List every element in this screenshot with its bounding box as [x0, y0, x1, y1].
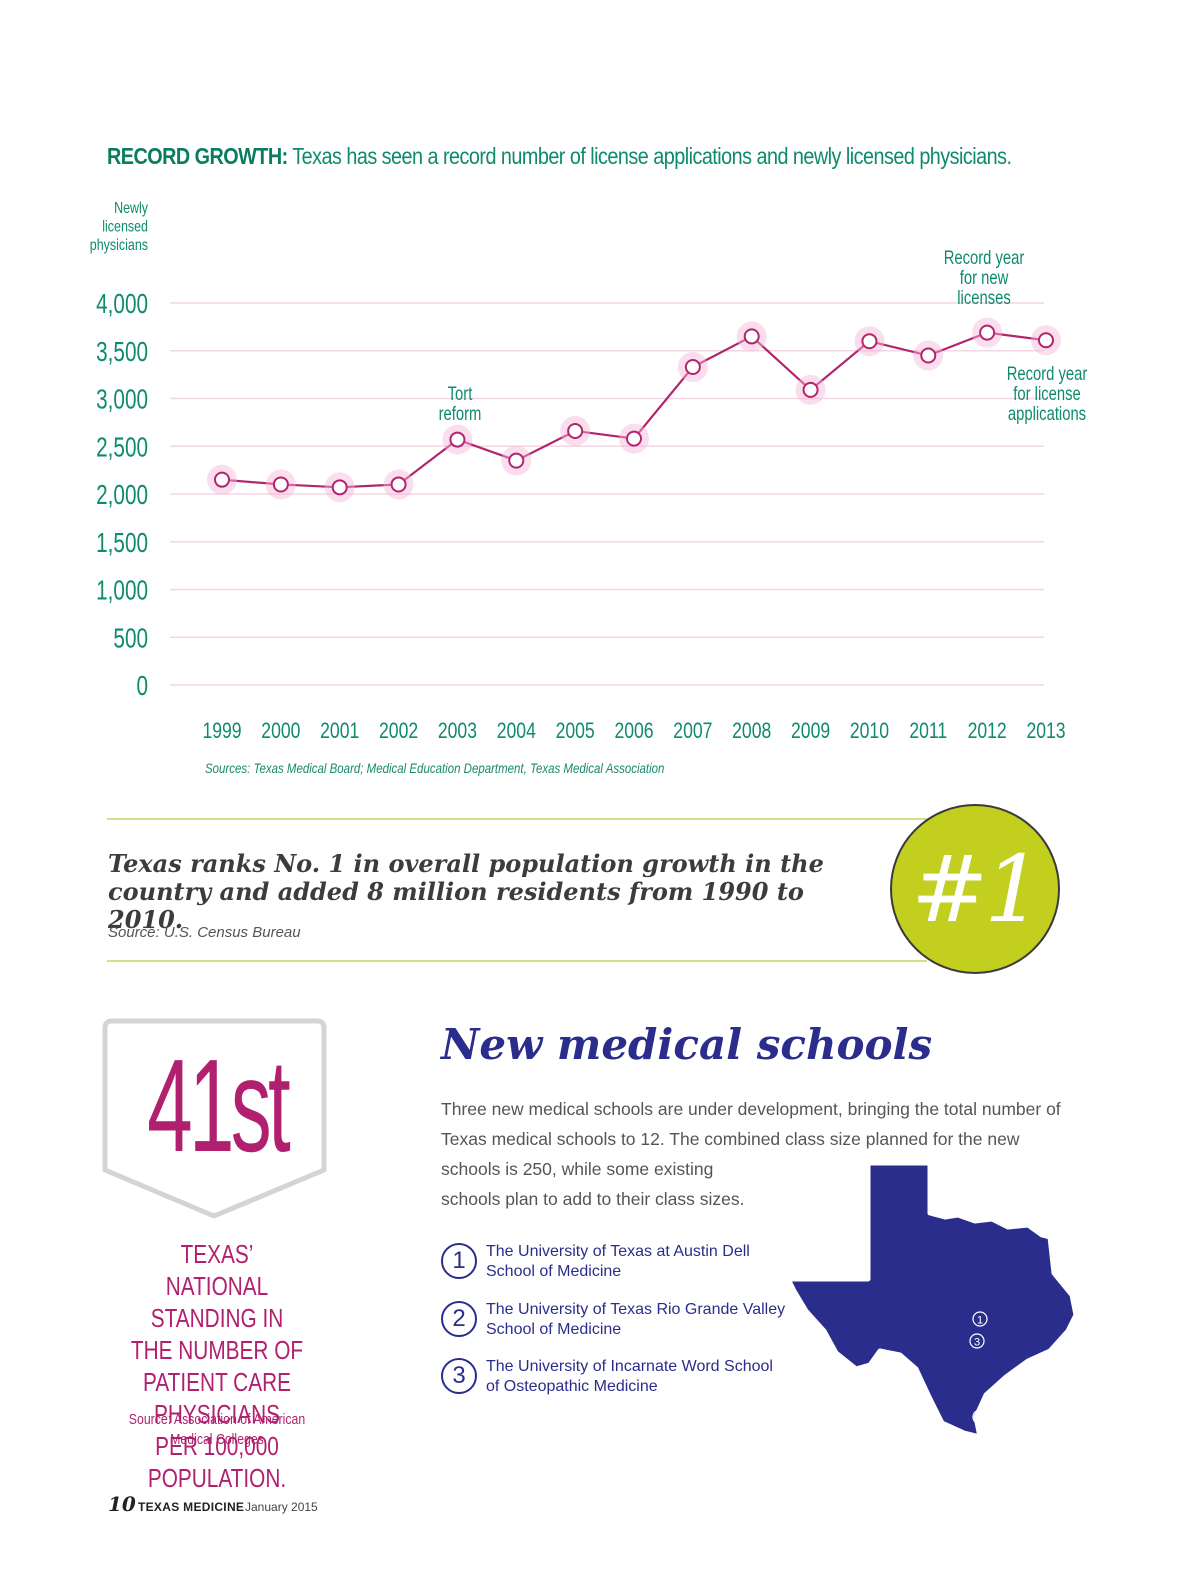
- y-tick-label: 2,500: [96, 432, 148, 463]
- schools-description-part1: Three new medical schools are under deve…: [441, 1099, 1061, 1149]
- chart-annotation: applications: [1008, 403, 1086, 424]
- data-point: [272, 476, 289, 493]
- data-point: [508, 452, 525, 469]
- map-marker-label: 2: [977, 1413, 983, 1425]
- data-point: [743, 328, 760, 345]
- school-number-badge: 3: [441, 1358, 477, 1394]
- x-tick-label: 2003: [438, 719, 477, 743]
- chart-title-lead: RECORD GROWTH:: [107, 143, 288, 169]
- y-tick-label: 4,000: [96, 289, 148, 320]
- school-number-badge: 1: [441, 1243, 477, 1279]
- shield-badge: [102, 1018, 327, 1219]
- data-point: [449, 431, 466, 448]
- school-list-item: 1 The University of Texas at Austin Dell…: [441, 1243, 781, 1287]
- y-tick-label: 2,000: [96, 480, 148, 511]
- national-rank: 41st: [147, 1032, 291, 1179]
- chart-annotation: licenses: [957, 287, 1010, 308]
- issue-date: January 2015: [245, 1500, 318, 1514]
- x-tick-label: 2008: [732, 719, 771, 743]
- y-axis-label: Newly: [114, 200, 149, 218]
- x-tick-label: 2001: [320, 719, 359, 743]
- chart-annotation: Record year: [944, 247, 1025, 268]
- data-point: [626, 430, 642, 447]
- number-one-badge: [890, 804, 1060, 974]
- map-marker-label: 1: [977, 1315, 983, 1327]
- data-point: [861, 333, 878, 350]
- y-tick-label: 3,000: [96, 385, 148, 416]
- texas-map: 1 3 2: [785, 1160, 1079, 1440]
- divider-bottom: [107, 960, 927, 962]
- magazine-name: TEXAS MEDICINE: [138, 1500, 245, 1514]
- chart-annotation: Tort: [448, 383, 473, 404]
- x-tick-label: 2010: [850, 719, 889, 743]
- x-tick-label: 2009: [791, 719, 830, 743]
- school-name: The University of Texas Rio Grande Valle…: [486, 1301, 786, 1338]
- y-axis-label: physicians: [90, 237, 148, 255]
- y-tick-label: 1,000: [96, 576, 148, 607]
- map-marker: 3: [969, 1333, 985, 1349]
- chart-sources: Sources: Texas Medical Board; Medical Ed…: [205, 760, 665, 776]
- chart-annotation: Record year: [1007, 363, 1088, 384]
- y-axis-label: licensed: [102, 218, 148, 236]
- x-tick-label: 2005: [556, 719, 595, 743]
- y-tick-label: 500: [113, 623, 148, 654]
- chart-annotation: for license: [1013, 383, 1080, 404]
- x-tick-label: 2000: [261, 719, 300, 743]
- standing-description: TEXAS’ NATIONAL STANDING IN THE NUMBER O…: [130, 1239, 304, 1493]
- y-tick-label: 1,500: [96, 528, 148, 559]
- data-point: [331, 479, 348, 496]
- x-tick-label: 2012: [968, 719, 1007, 743]
- page-number: 10: [108, 1492, 136, 1516]
- data-point: [979, 324, 996, 341]
- population-source: Source: U.S. Census Bureau: [108, 924, 301, 941]
- school-name: The University of Incarnate Word School …: [486, 1358, 773, 1395]
- x-tick-label: 2004: [497, 719, 536, 743]
- x-tick-label: 2002: [379, 719, 418, 743]
- chart-title: RECORD GROWTH: Texas has seen a record n…: [107, 143, 1012, 170]
- x-tick-label: 2007: [673, 719, 712, 743]
- chart-title-text: Texas has seen a record number of licens…: [287, 143, 1012, 169]
- map-marker: 2: [972, 1409, 988, 1425]
- y-tick-label: 3,500: [96, 337, 148, 368]
- data-point: [390, 476, 407, 493]
- x-tick-label: 2013: [1026, 719, 1065, 743]
- schools-title: New medical schools: [441, 1020, 933, 1069]
- schools-description-part2: schools is 250, while some existing scho…: [441, 1159, 745, 1209]
- school-list-item: 3 The University of Incarnate Word Schoo…: [441, 1358, 781, 1402]
- number-one-badge-text: #1: [911, 835, 1043, 943]
- x-tick-label: 1999: [202, 719, 241, 743]
- map-marker-label: 3: [974, 1337, 980, 1349]
- data-point: [567, 422, 584, 439]
- x-tick-label: 2006: [614, 719, 653, 743]
- texas-shape: [785, 1160, 1079, 1440]
- data-point: [214, 471, 230, 488]
- data-point: [1038, 332, 1054, 349]
- standing-source: Source: Association of American Medical …: [128, 1411, 306, 1448]
- map-marker: 1: [972, 1311, 988, 1327]
- school-number-badge: 2: [441, 1301, 477, 1337]
- chart-annotation: for new: [960, 267, 1009, 288]
- data-point: [802, 381, 819, 398]
- school-list-item: 2 The University of Texas Rio Grande Val…: [441, 1301, 785, 1345]
- school-name: The University of Texas at Austin Dell S…: [486, 1243, 750, 1280]
- data-point: [684, 358, 701, 375]
- population-statement: Texas ranks No. 1 in overall population …: [108, 849, 824, 934]
- chart-annotation: reform: [439, 403, 482, 424]
- data-point: [920, 347, 937, 364]
- divider-top: [107, 818, 927, 820]
- y-tick-label: 0: [136, 671, 148, 702]
- x-tick-label: 2011: [909, 719, 947, 743]
